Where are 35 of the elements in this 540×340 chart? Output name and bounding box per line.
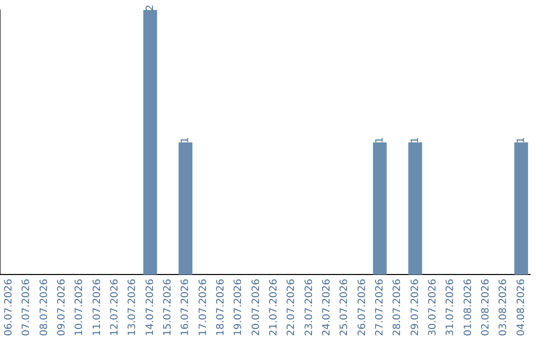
x-tick-label: 14.07.2026 bbox=[144, 278, 156, 336]
x-tick-label: 16.07.2026 bbox=[180, 278, 192, 336]
x-tick-label: 02.08.2026 bbox=[480, 278, 492, 336]
data-label: 1 bbox=[180, 136, 192, 144]
x-tick-label: 07.07.2026 bbox=[21, 278, 32, 336]
x-tick-label: 24.07.2026 bbox=[321, 278, 332, 336]
x-tick-label: 11.07.2026 bbox=[92, 278, 103, 336]
x-tick-label: 09.07.2026 bbox=[56, 278, 68, 336]
x-tick-label: 15.07.2026 bbox=[162, 278, 174, 336]
x-tick-label: 21.07.2026 bbox=[268, 278, 280, 336]
x-tick-label: 31.07.2026 bbox=[445, 278, 456, 336]
x-tick-label: 23.07.2026 bbox=[304, 278, 315, 336]
x-tick-label: 22.07.2026 bbox=[286, 278, 298, 336]
x-tick-label: 26.07.2026 bbox=[356, 278, 368, 336]
x-tick-label: 29.07.2026 bbox=[410, 278, 421, 336]
x-tick-label: 18.07.2026 bbox=[215, 278, 226, 336]
x-tick-label: 10.07.2026 bbox=[74, 278, 86, 336]
x-tick-label: 12.07.2026 bbox=[109, 278, 120, 336]
x-tick-label: 08.07.2026 bbox=[38, 278, 50, 336]
x-tick-label: 27.07.2026 bbox=[374, 278, 386, 336]
x-tick-label: 19.07.2026 bbox=[233, 278, 244, 336]
data-label: 1 bbox=[516, 136, 527, 144]
x-tick-label: 01.08.2026 bbox=[462, 278, 474, 336]
x-tick-label: 06.07.2026 bbox=[3, 278, 14, 336]
data-label: 2 bbox=[144, 4, 156, 11]
x-tick-label: 20.07.2026 bbox=[250, 278, 262, 336]
x-tick-label: 03.08.2026 bbox=[498, 278, 510, 336]
x-tick-label: 13.07.2026 bbox=[127, 278, 138, 336]
x-tick-label: 30.07.2026 bbox=[427, 278, 438, 336]
x-tick-label: 04.08.2026 bbox=[516, 278, 527, 336]
data-label: 1 bbox=[410, 136, 421, 144]
x-tick-label: 17.07.2026 bbox=[198, 278, 209, 336]
x-tick-label: 25.07.2026 bbox=[339, 278, 350, 336]
data-label: 1 bbox=[374, 136, 386, 144]
x-tick-label: 28.07.2026 bbox=[392, 278, 404, 336]
